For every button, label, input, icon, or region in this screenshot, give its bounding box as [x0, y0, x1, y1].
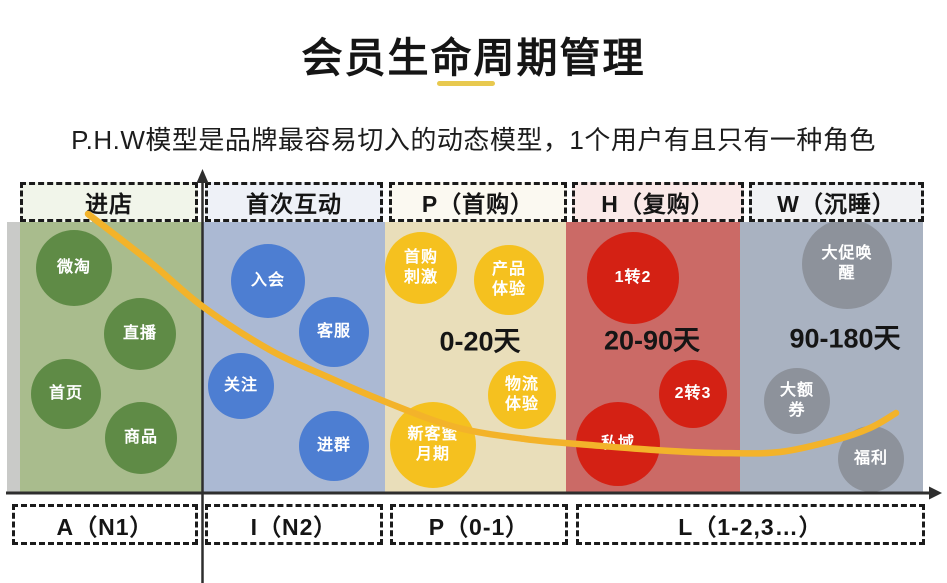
lifecycle-key-label: L（1-2,3…） [678, 513, 823, 540]
tactic-bubble-label: 产品 体验 [491, 261, 526, 298]
tactic-bubble-label: 大促唤 醒 [821, 245, 873, 282]
tactic-bubble: 新客蜜 月期 [390, 402, 476, 488]
tactic-bubble: 物流 体验 [488, 361, 556, 429]
stage-header-repurchase: H（复购） [572, 182, 744, 222]
tactic-bubble: 进群 [299, 411, 369, 481]
lifecycle-key-label: P（0-1） [428, 513, 530, 540]
lifecycle-key-label: I（N2） [250, 513, 338, 540]
tactic-bubble: 2转3 [659, 360, 727, 428]
tactic-bubble-label: 大额 券 [779, 382, 814, 419]
tactic-bubble: 私域 [576, 402, 660, 486]
tactic-bubble: 福利 [838, 426, 904, 492]
stage-header-label: P（首购） [421, 191, 535, 217]
tactic-bubble-label: 直播 [122, 325, 157, 342]
tactic-bubble: 关注 [208, 353, 274, 419]
tactic-bubble-label: 微淘 [56, 259, 91, 276]
tactic-bubble-label: 1转2 [614, 269, 652, 286]
tactic-bubble-label: 2转3 [674, 385, 712, 402]
tactic-bubble: 直播 [104, 298, 176, 370]
subtitle: P.H.W模型是品牌最容易切入的动态模型，1个用户有且只有一种角色 [71, 125, 876, 155]
stage-header-first-interaction: 首次互动 [205, 182, 383, 222]
lifecycle-key-box: L（1-2,3…） [576, 504, 925, 545]
stage-header-label: H（复购） [601, 191, 715, 217]
tactic-bubble: 1转2 [587, 232, 679, 324]
lifecycle-key-box: I（N2） [205, 504, 383, 545]
tactic-bubble-label: 商品 [123, 429, 158, 446]
stage-header-label: 首次互动 [246, 191, 342, 217]
stage-header-label: 进店 [85, 191, 133, 217]
lifecycle-key-label: A（N1） [56, 513, 154, 540]
axis-left-strip [7, 222, 20, 493]
tactic-bubble-label: 客服 [316, 323, 351, 340]
tactic-bubble: 大促唤 醒 [802, 219, 892, 309]
stage-header-first-purchase: P（首购） [389, 182, 567, 222]
tactic-bubble: 客服 [299, 297, 369, 367]
tactic-bubble-label: 入会 [250, 272, 285, 289]
tactic-bubble-label: 首购 刺激 [403, 249, 438, 286]
tactic-bubble: 入会 [231, 244, 305, 318]
tactic-bubble-label: 进群 [316, 437, 351, 454]
tactic-bubble-label: 物流 体验 [504, 376, 539, 413]
y-axis-arrow-icon [196, 169, 209, 183]
tactic-bubble-label: 福利 [853, 450, 888, 467]
stage-header-dormant: W（沉睡） [749, 182, 924, 222]
stage-header-label: W（沉睡） [777, 191, 896, 217]
tactic-bubble: 首页 [31, 359, 101, 429]
stage-duration-first-purchase: 0-20天 [439, 326, 521, 357]
stage-duration-repurchase: 20-90天 [603, 325, 701, 356]
stage-header-enter-store: 进店 [20, 182, 198, 222]
page-title: 会员生命周期管理 [301, 35, 646, 81]
lifecycle-key-box: P（0-1） [390, 504, 568, 545]
tactic-bubble-label: 新客蜜 月期 [407, 426, 459, 463]
tactic-bubble-label: 首页 [48, 385, 83, 402]
tactic-bubble: 首购 刺激 [385, 232, 457, 304]
title-underline [437, 81, 495, 86]
lifecycle-key-box: A（N1） [12, 504, 198, 545]
tactic-bubble: 微淘 [36, 230, 112, 306]
x-axis-arrow-icon [929, 486, 942, 500]
tactic-bubble: 大额 券 [764, 368, 830, 434]
tactic-bubble: 产品 体验 [474, 245, 544, 315]
tactic-bubble-label: 关注 [223, 377, 258, 394]
tactic-bubble-label: 私域 [600, 435, 635, 452]
tactic-bubble: 商品 [105, 402, 177, 474]
stage-duration-dormant: 90-180天 [789, 323, 901, 354]
